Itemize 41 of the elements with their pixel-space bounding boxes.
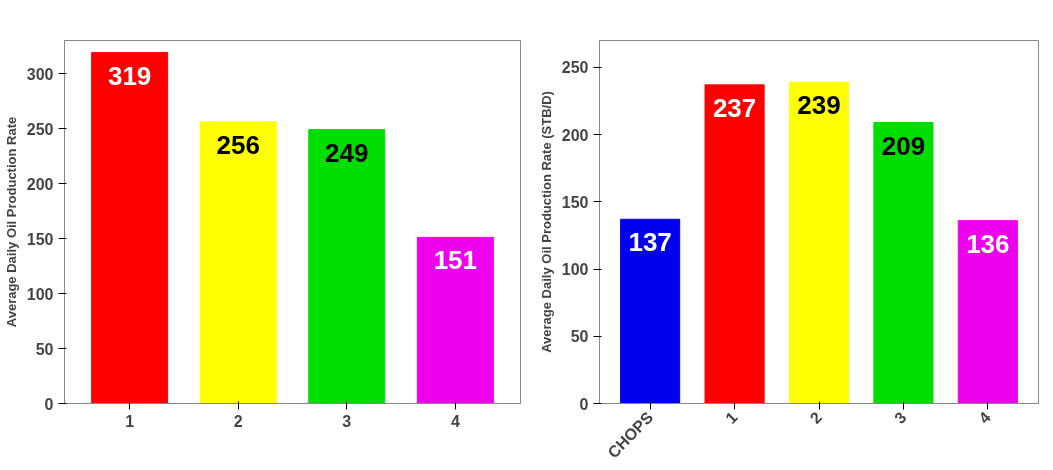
bar [704, 84, 765, 404]
data-label: 239 [797, 90, 841, 121]
bar [873, 122, 934, 404]
y-tick-label: 100 [561, 261, 589, 279]
y-axis-title: Average Daily Oil Production Rate [3, 116, 19, 328]
bar [957, 220, 1018, 404]
y-tick-label: 150 [561, 193, 589, 211]
y-tick-label: 200 [26, 175, 54, 193]
y-tick-label: 0 [579, 395, 589, 413]
y-axis-title: Average Daily Oil Production Rate (STB/D) [538, 91, 554, 353]
data-label: 151 [433, 245, 478, 276]
data-label: 237 [712, 92, 757, 123]
x-tick-label: 3 [342, 412, 352, 430]
data-label: 137 [628, 227, 672, 258]
data-label: 249 [325, 137, 369, 168]
bar [199, 121, 277, 404]
bar [91, 52, 169, 404]
bar [416, 236, 494, 404]
y-tick-label: 50 [570, 328, 589, 346]
y-tick-label: 300 [26, 65, 54, 83]
bar [788, 81, 850, 404]
x-tick-label: 1 [125, 412, 135, 430]
x-tick-label: 4 [975, 408, 995, 427]
y-tick-label: 250 [561, 59, 589, 77]
data-label: 136 [966, 228, 1010, 259]
x-tick-label: 1 [722, 408, 741, 427]
y-tick-label: 200 [561, 126, 589, 144]
x-tick-label: 4 [450, 412, 460, 430]
bar [620, 218, 681, 404]
data-label: 256 [216, 129, 260, 160]
x-tick-label: 3 [891, 408, 910, 427]
y-tick-label: 250 [26, 120, 54, 138]
y-tick-label: 50 [35, 340, 54, 358]
y-tick-label: 150 [26, 230, 54, 248]
x-tick-label: 2 [806, 408, 826, 427]
y-tick-label: 100 [26, 285, 54, 303]
bar [308, 129, 386, 404]
data-label: 319 [107, 60, 152, 91]
data-label: 209 [881, 130, 926, 161]
x-tick-label: 2 [233, 412, 243, 430]
y-tick-label: 0 [44, 395, 54, 413]
